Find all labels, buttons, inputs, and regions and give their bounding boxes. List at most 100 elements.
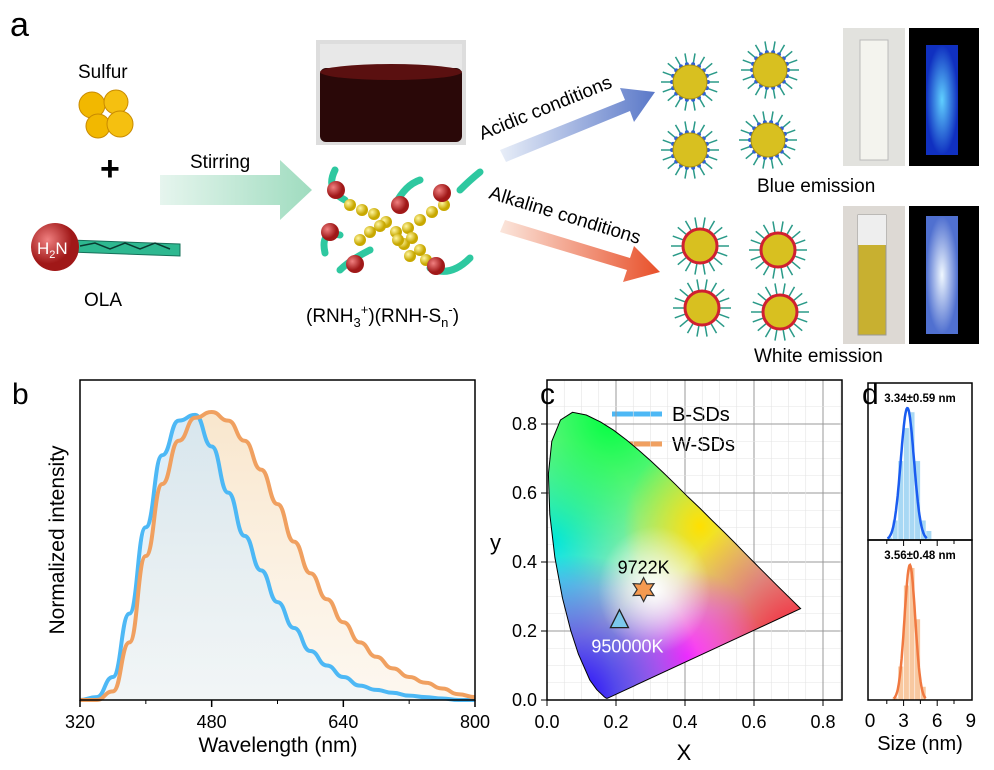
ligand — [717, 297, 730, 303]
ligand — [750, 255, 763, 261]
ligand — [772, 221, 776, 234]
ligand — [792, 322, 803, 332]
ligand — [785, 264, 794, 276]
ola-label: OLA — [84, 290, 122, 311]
y-axis-label: y — [490, 530, 501, 555]
ola-molecule-icon: H2N — [31, 223, 181, 271]
ligand — [774, 328, 778, 341]
x-axis-label: Wavelength (nm) — [198, 734, 357, 757]
formula-part: (RNH — [306, 306, 354, 327]
ligand — [764, 286, 773, 298]
ligand — [704, 324, 708, 337]
ligand — [793, 239, 806, 245]
formula-sub: 3 — [354, 315, 361, 330]
ligand — [790, 260, 801, 270]
y-tick-label: 0.0 — [512, 690, 537, 710]
sulfur-chain-atom — [364, 226, 376, 238]
ligand — [750, 239, 763, 245]
sulfur-chain-atom — [344, 199, 356, 211]
ligand — [672, 235, 685, 241]
sulfur-label: Sulfur — [78, 62, 128, 83]
ligand — [709, 282, 718, 294]
white-cuvette-photos — [843, 206, 979, 344]
ligand — [785, 224, 794, 236]
sulfur-chain-atom — [374, 220, 386, 232]
sulfur-dot — [672, 132, 708, 168]
x-axis-label: X — [677, 740, 692, 765]
ligand — [677, 226, 688, 236]
sulfur-chain-atom — [426, 206, 438, 218]
stirring-arrow — [160, 160, 312, 220]
x-tick-label: 0.2 — [603, 712, 628, 732]
reaction-flask-photo — [316, 40, 466, 145]
svg-text:H2N: H2N — [37, 239, 68, 261]
x-tick-label: 0.6 — [741, 712, 766, 732]
ligand — [780, 266, 784, 279]
ligand — [762, 224, 771, 236]
area-b-sds — [80, 414, 475, 700]
ligand — [762, 264, 771, 276]
sulfur-chain-atom — [438, 199, 450, 211]
x-tick-label: 3 — [898, 711, 909, 732]
star-marker-w-sds — [632, 576, 656, 603]
y-tick-label: 0.2 — [512, 621, 537, 641]
x-tick-label: 0 — [865, 711, 876, 732]
complex-structure-icon — [320, 166, 484, 275]
sulfur-dot — [683, 289, 721, 327]
x-tick-label: 6 — [932, 711, 943, 732]
white-emission-label: White emission — [754, 346, 883, 367]
ligand — [714, 288, 725, 298]
blue-emitting-dots-icon — [661, 41, 799, 179]
ligand — [679, 288, 690, 298]
ligand — [684, 260, 693, 272]
y-tick-label: 0.6 — [512, 483, 537, 503]
ligand — [679, 318, 690, 328]
sulfur-chain-atom — [356, 204, 368, 216]
x-tick-label: 9 — [966, 711, 977, 732]
ligand — [694, 217, 698, 230]
sulfur-chain-atom — [392, 234, 404, 246]
size-label: 3.34±0.59 nm — [884, 393, 956, 405]
formula-sup: - — [448, 302, 452, 317]
amine-n: N — [55, 239, 67, 258]
formula-part: )(RNH-S — [368, 306, 441, 327]
panel-label-b: b — [12, 378, 29, 411]
ligand — [772, 266, 776, 279]
triangle-marker-b-sds — [609, 608, 630, 629]
ligand — [715, 235, 728, 241]
sulfur-cluster-icon — [78, 89, 134, 139]
sulfur-dot — [750, 122, 786, 158]
ligand — [782, 328, 786, 341]
ligand — [707, 220, 716, 232]
sulfur-dot — [761, 293, 799, 331]
histogram-bar — [903, 427, 910, 541]
x-tick-label: 480 — [197, 712, 227, 732]
cct-label: 950000K — [591, 637, 663, 657]
gaussian-fit-line — [886, 406, 928, 540]
panel-label-a: a — [10, 6, 29, 44]
panel-a-scheme: a Sulfur + H2N OLA Stirring — [10, 6, 979, 367]
x-tick-label: 320 — [65, 712, 95, 732]
ligand — [694, 262, 698, 275]
ligand — [787, 286, 796, 298]
plus-sign: + — [100, 150, 120, 188]
x-tick-label: 0.4 — [672, 712, 697, 732]
ligand — [780, 221, 784, 234]
ligand — [793, 255, 806, 261]
size-label: 3.56±0.48 nm — [884, 550, 956, 562]
ligand — [686, 282, 695, 294]
formula-sub: n — [441, 315, 448, 330]
ligand — [764, 326, 773, 338]
ligand — [795, 301, 808, 307]
x-tick-label: 0.8 — [810, 712, 835, 732]
stirring-label: Stirring — [190, 152, 250, 173]
acidic-arrow — [500, 88, 655, 162]
sulfur-chain-atom — [406, 232, 418, 244]
ligand — [677, 256, 688, 266]
sulfur-dot — [681, 227, 719, 265]
blue-cuvette-photos — [843, 28, 979, 166]
blue-emission-label: Blue emission — [757, 176, 875, 197]
ligand — [795, 317, 808, 323]
sulfur-chain-atom — [404, 250, 416, 262]
